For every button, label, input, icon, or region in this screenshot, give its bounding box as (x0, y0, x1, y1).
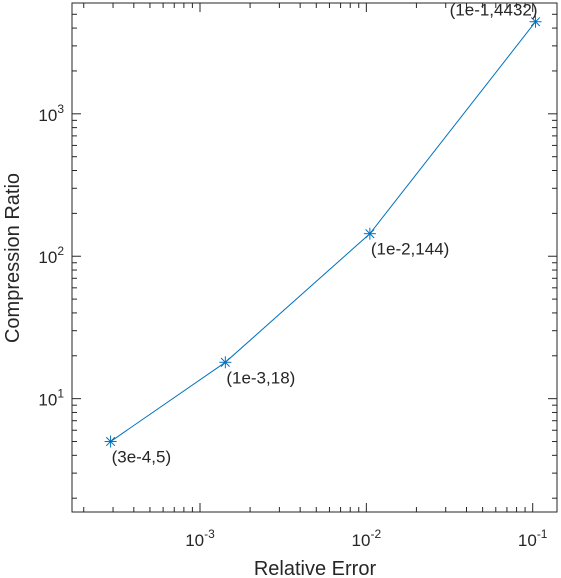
data-label: (1e-1,4432) (450, 1, 538, 20)
x-axis-label: Relative Error (254, 558, 377, 578)
series-line (110, 21, 536, 442)
data-point-marker (529, 15, 542, 28)
y-tick-label: 103 (38, 102, 64, 125)
data-label: (3e-4,5) (112, 448, 172, 467)
y-axis-label: Compression Ratio (2, 173, 24, 343)
labels-layer: (3e-4,5) (1e-3,18) (1e-2,144) (1e-1,4432) (112, 1, 538, 467)
axes: 10-3 10-2 10-1 101 102 103 (38, 2, 558, 550)
series-layer (104, 15, 542, 448)
data-label: (1e-2,144) (371, 240, 449, 259)
x-tick-label: 10-3 (185, 527, 215, 550)
plot-area-box (71, 2, 558, 513)
y-tick-label: 101 (38, 387, 64, 410)
y-tick-label: 102 (38, 244, 64, 267)
data-label: (1e-3,18) (226, 368, 295, 387)
data-point-marker (219, 356, 232, 369)
x-tick-label: 10-2 (352, 527, 382, 550)
x-tick-label: 10-1 (518, 527, 548, 550)
data-point-marker (104, 435, 117, 448)
data-point-marker (363, 227, 376, 240)
